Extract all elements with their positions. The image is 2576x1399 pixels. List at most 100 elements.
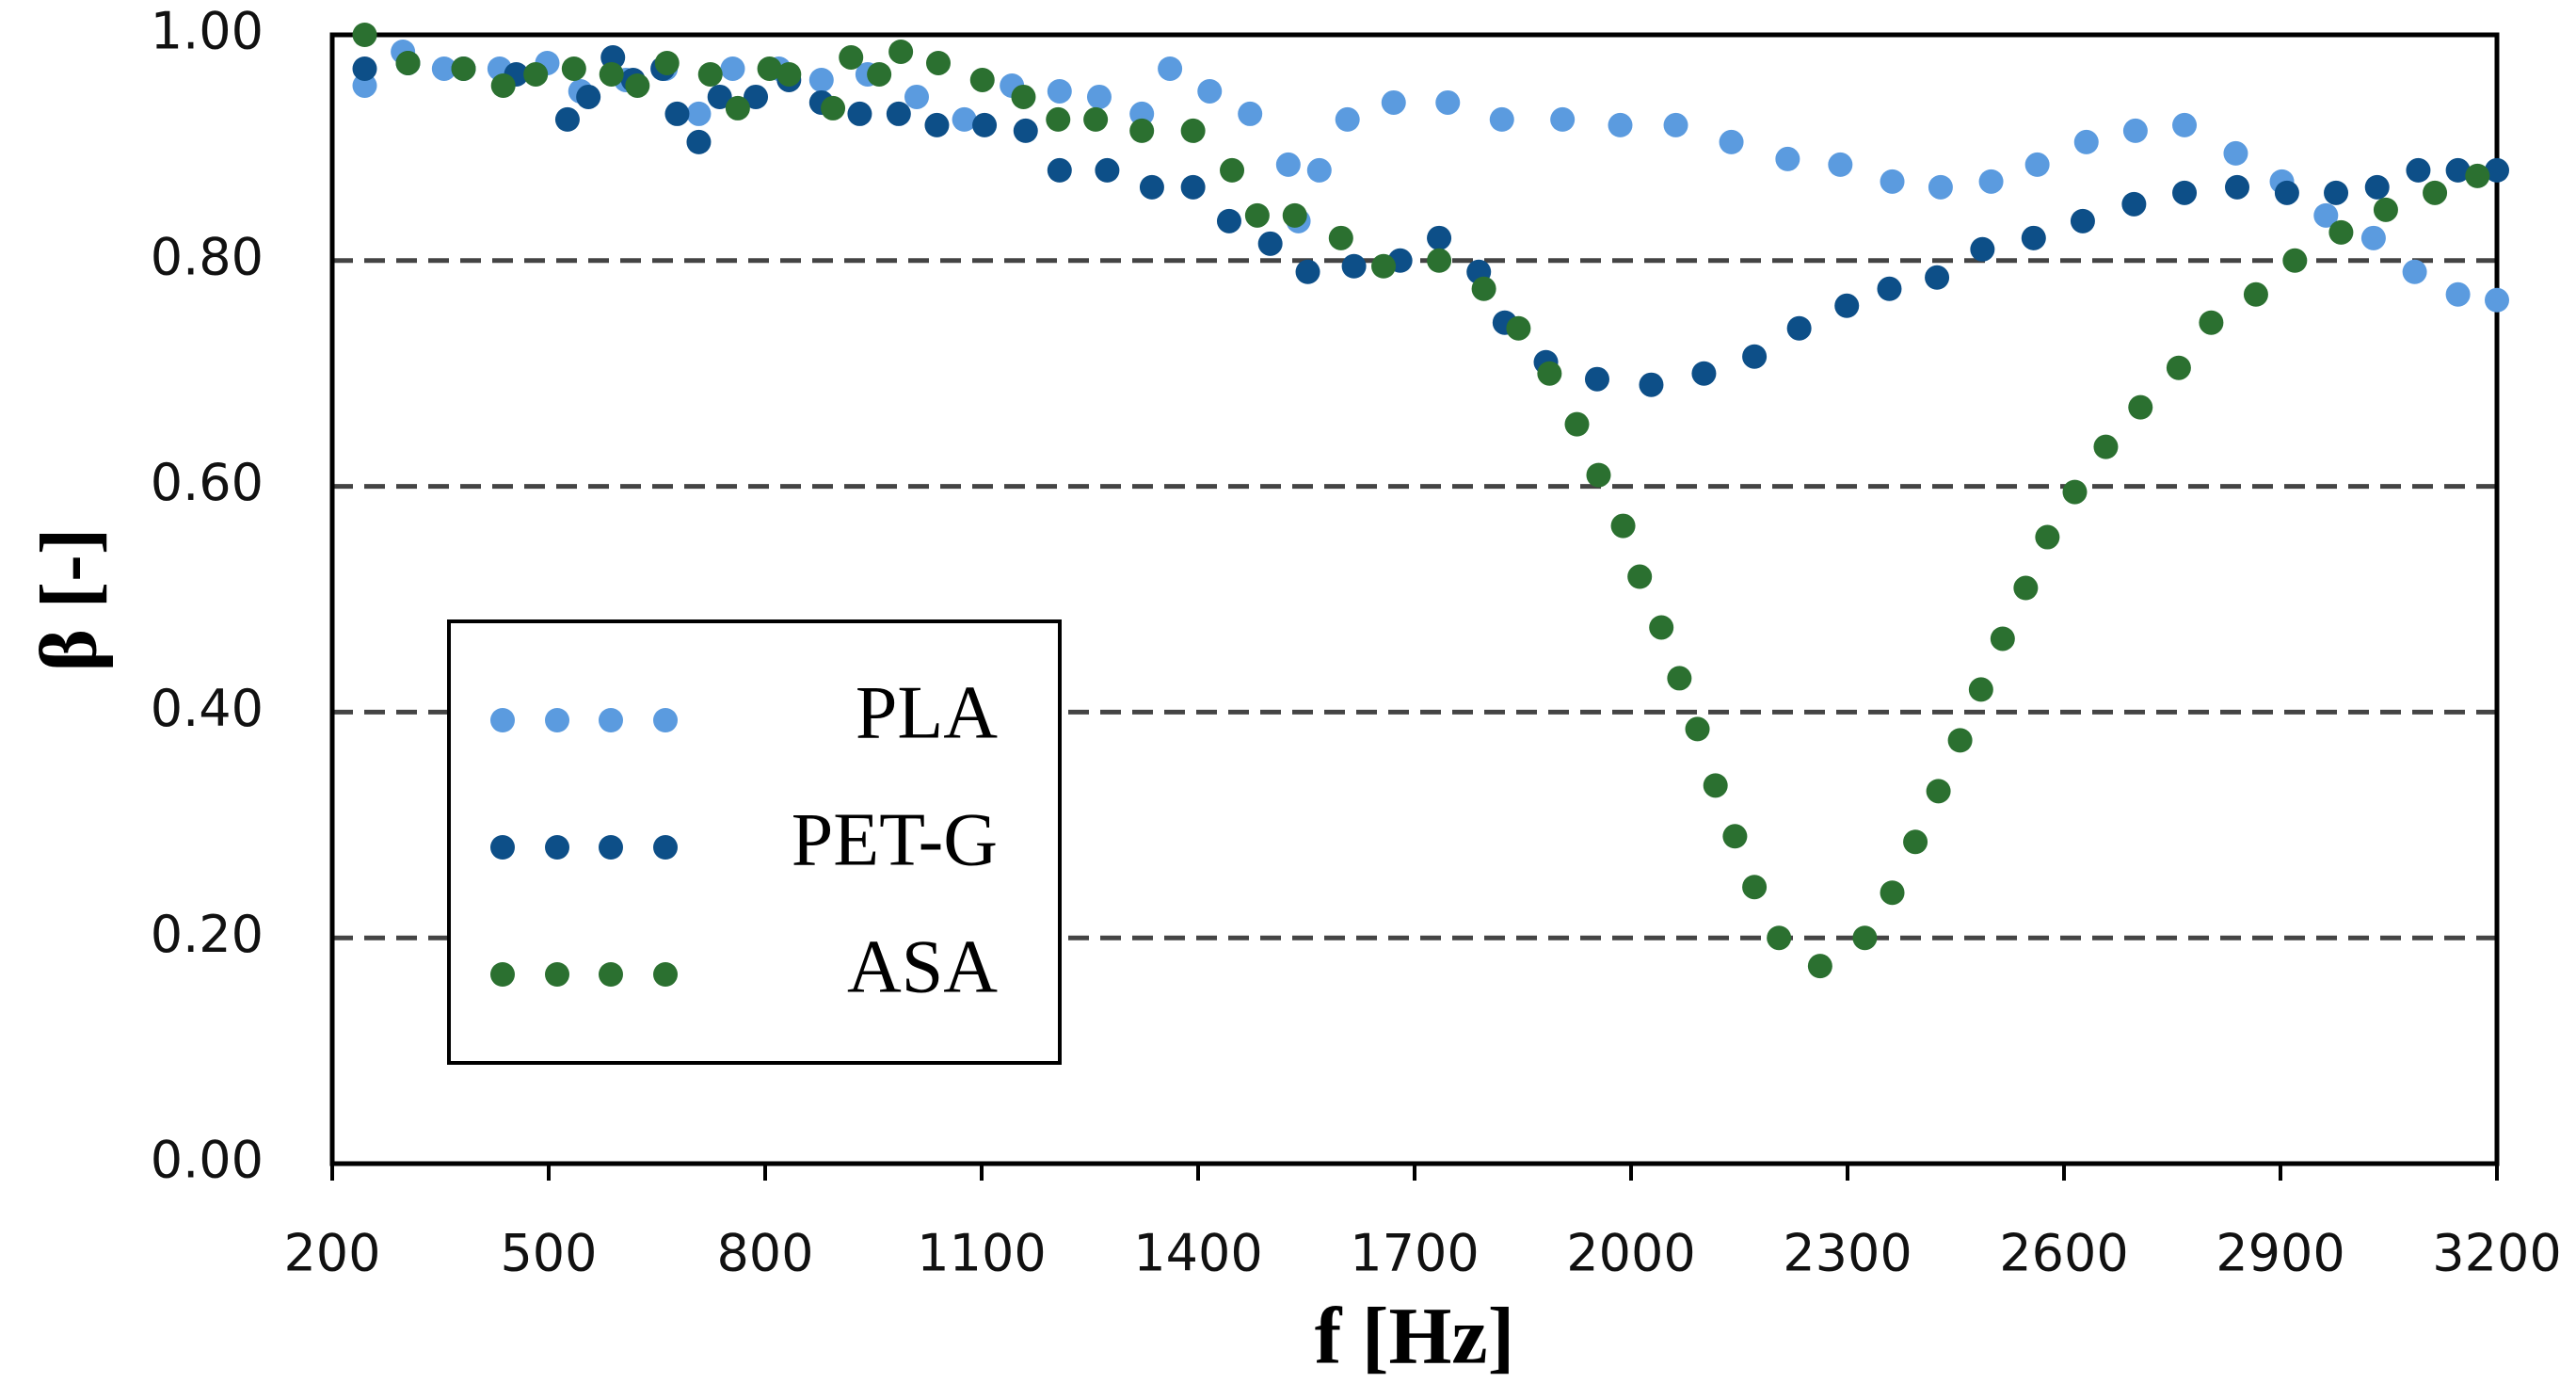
data-point bbox=[847, 101, 872, 126]
data-point bbox=[1667, 666, 1692, 691]
data-point bbox=[776, 61, 802, 87]
data-point bbox=[1139, 174, 1164, 200]
data-point bbox=[1335, 106, 1360, 132]
data-point bbox=[2485, 157, 2509, 183]
legend-marker bbox=[490, 962, 515, 987]
data-point bbox=[1244, 202, 1270, 228]
legend-marker bbox=[599, 835, 623, 860]
data-point bbox=[2282, 248, 2308, 273]
y-axis-title: β [-] bbox=[24, 528, 114, 672]
data-point bbox=[2070, 208, 2095, 233]
x-tick-label: 2600 bbox=[1999, 1224, 2128, 1283]
data-point bbox=[2166, 355, 2191, 380]
x-tick-label: 3200 bbox=[2432, 1224, 2561, 1283]
data-point bbox=[352, 72, 377, 98]
data-point bbox=[2024, 152, 2050, 177]
data-point bbox=[808, 67, 834, 92]
data-point bbox=[576, 84, 601, 109]
data-point bbox=[686, 101, 712, 126]
legend-marker bbox=[599, 708, 623, 732]
data-point bbox=[1608, 112, 1633, 137]
data-point bbox=[1584, 366, 1609, 392]
data-point bbox=[1257, 231, 1283, 256]
data-point bbox=[1197, 78, 1223, 104]
data-point bbox=[867, 61, 892, 87]
data-point bbox=[2324, 180, 2349, 205]
legend-marker bbox=[490, 835, 515, 860]
data-point bbox=[1435, 89, 1461, 115]
data-point bbox=[1238, 101, 1263, 126]
data-point bbox=[1767, 925, 1792, 951]
data-point bbox=[2122, 118, 2148, 143]
data-point bbox=[1928, 174, 1953, 200]
data-point bbox=[2445, 157, 2471, 183]
data-point bbox=[972, 112, 998, 137]
data-point bbox=[1828, 152, 1853, 177]
data-point bbox=[757, 56, 782, 81]
data-point bbox=[1586, 462, 1611, 488]
data-point bbox=[2021, 225, 2046, 250]
data-point bbox=[2406, 157, 2431, 183]
data-point bbox=[2328, 219, 2354, 245]
data-point bbox=[821, 95, 846, 121]
data-point bbox=[1663, 112, 1688, 137]
data-point bbox=[1550, 106, 1576, 132]
data-point bbox=[1471, 276, 1496, 301]
data-point bbox=[1775, 146, 1800, 171]
x-tick-label: 200 bbox=[283, 1224, 380, 1283]
data-point bbox=[1306, 157, 1332, 183]
data-point bbox=[1877, 276, 1902, 301]
data-point bbox=[352, 23, 377, 47]
data-point bbox=[1834, 293, 1860, 318]
data-point bbox=[1427, 225, 1452, 250]
data-point bbox=[2035, 524, 2060, 550]
legend-marker bbox=[653, 835, 678, 860]
legend-marker bbox=[490, 708, 515, 732]
data-point bbox=[1095, 157, 1120, 183]
data-point bbox=[1129, 101, 1155, 126]
data-point bbox=[1722, 824, 1748, 849]
data-point bbox=[904, 84, 929, 109]
data-point bbox=[1947, 728, 1973, 753]
data-point bbox=[1742, 344, 1768, 369]
data-point bbox=[1926, 779, 1951, 804]
data-point bbox=[431, 56, 456, 81]
data-point bbox=[1880, 169, 1905, 194]
data-point bbox=[1719, 129, 1744, 154]
data-point bbox=[1328, 225, 1353, 250]
legend-marker bbox=[653, 708, 678, 732]
data-point bbox=[888, 39, 914, 64]
data-point bbox=[2274, 180, 2299, 205]
data-point bbox=[2073, 129, 2099, 154]
y-tick-label: 0.20 bbox=[151, 905, 264, 964]
legend-marker bbox=[653, 962, 678, 987]
data-point bbox=[1649, 615, 1674, 640]
data-point bbox=[2485, 287, 2509, 313]
data-point bbox=[1013, 118, 1038, 143]
data-point bbox=[1925, 265, 1950, 290]
data-point bbox=[1537, 361, 1562, 386]
data-point bbox=[1295, 259, 1320, 284]
data-point bbox=[1639, 372, 1664, 397]
data-point bbox=[952, 106, 977, 132]
data-point bbox=[2128, 394, 2153, 420]
data-point bbox=[2402, 259, 2427, 284]
legend-label: PET-G bbox=[792, 798, 998, 881]
data-point bbox=[1341, 253, 1367, 279]
data-point bbox=[1371, 253, 1397, 279]
x-tick-label: 1100 bbox=[917, 1224, 1046, 1283]
data-point bbox=[1506, 315, 1531, 341]
data-point bbox=[1970, 236, 1995, 262]
data-point bbox=[2062, 479, 2088, 505]
data-point bbox=[561, 56, 586, 81]
x-tick-label: 1400 bbox=[1133, 1224, 1262, 1283]
data-point bbox=[2225, 174, 2249, 200]
data-point bbox=[1180, 118, 1206, 143]
data-point bbox=[2445, 281, 2471, 307]
x-axis-title: f [Hz] bbox=[1315, 1291, 1514, 1381]
data-point bbox=[1381, 89, 1406, 115]
data-point bbox=[625, 72, 650, 98]
data-point bbox=[1427, 248, 1452, 273]
data-point bbox=[1275, 152, 1301, 177]
